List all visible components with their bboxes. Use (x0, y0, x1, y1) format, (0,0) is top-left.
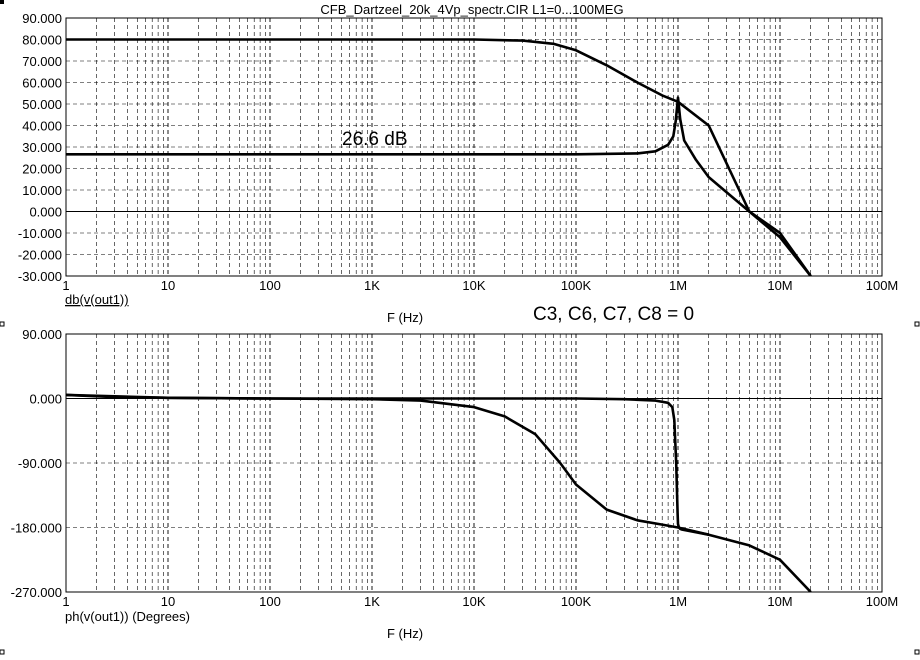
magnitude-x-tick-label: 10 (161, 278, 175, 293)
magnitude-annotation: 26.6 dB (342, 129, 408, 150)
phase-x-tick-label: 1 (62, 594, 69, 609)
magnitude-x-tick-label: 10K (462, 278, 485, 293)
magnitude-series (66, 38, 812, 276)
magnitude-ylabel: db(v(out1)) (65, 292, 129, 307)
phase-y-tick-label: 90.000 (22, 327, 62, 342)
magnitude-x-tick-label: 100K (561, 278, 592, 293)
magnitude-x-tick-label: 1M (669, 278, 687, 293)
phase-ylabel: ph(v(out1)) (Degrees) (65, 609, 190, 624)
magnitude-x-ticks: 1 10 100 1K 10K 100K 1M 10M 100M (62, 278, 898, 293)
magnitude-x-tick-label: 1K (364, 278, 380, 293)
magnitude-y-tick-label: 20.000 (22, 162, 62, 177)
phase-y-tick-label: -270.000 (11, 585, 62, 600)
magnitude-y-tick-label: 70.000 (22, 54, 62, 69)
magnitude-panel: 90.000 80.000 70.000 60.000 50.000 40.000 30.0… (18, 11, 898, 325)
phase-series-line-2 (66, 393, 709, 536)
phase-x-tick-label: 1M (669, 594, 687, 609)
magnitude-y-tick-label: -30.000 (18, 269, 62, 284)
selection-handle-mid-left[interactable] (0, 321, 5, 327)
selection-handle-top-left[interactable] (0, 0, 4, 4)
phase-x-tick-label: 100K (561, 594, 592, 609)
phase-series (66, 393, 812, 592)
magnitude-y-tick-label: 40.000 (22, 119, 62, 134)
magnitude-series-line-1 (66, 38, 812, 276)
phase-panel: 90.000 0.000 -90.000 -180.000 -270.000 1 10 10… (11, 327, 899, 641)
magnitude-x-tick-label: 100 (259, 278, 281, 293)
magnitude-y-tick-label: 60.000 (22, 76, 62, 91)
phase-xlabel: F (Hz) (387, 626, 423, 641)
phase-x-tick-label: 1K (364, 594, 380, 609)
magnitude-series-line-2 (66, 96, 812, 276)
magnitude-y-ticks: 90.000 80.000 70.000 60.000 50.000 40.000 30.0… (18, 11, 62, 284)
selection-handle-mid-right[interactable] (914, 321, 920, 327)
phase-x-ticks: 1 10 100 1K 10K 100K 1M 10M 100M (62, 594, 898, 609)
phase-y-tick-label: 0.000 (29, 392, 62, 407)
phase-frame (65, 333, 883, 593)
magnitude-y-tick-label: 50.000 (22, 97, 62, 112)
magnitude-y-tick-label: 10.000 (22, 183, 62, 198)
phase-y-tick-label: -180.000 (11, 521, 62, 536)
plot-title: CFB_Dartzeel_20k_4Vp_spectr.CIR L1=0...1… (320, 2, 623, 17)
selection-handle-bottom-right[interactable] (914, 649, 920, 655)
magnitude-y-tick-label: 30.000 (22, 140, 62, 155)
magnitude-x-tick-label: 100M (866, 278, 899, 293)
selection-handle-bottom-left[interactable] (0, 649, 5, 655)
phase-x-tick-label: 100M (866, 594, 899, 609)
phase-x-tick-label: 10K (462, 594, 485, 609)
phase-x-tick-label: 100 (259, 594, 281, 609)
phase-y-ticks: 90.000 0.000 -90.000 -180.000 -270.000 (11, 327, 62, 600)
phase-series-line-1 (66, 393, 812, 592)
magnitude-grid (66, 18, 882, 276)
magnitude-frame (65, 17, 883, 277)
magnitude-y-tick-label: 0.000 (29, 205, 62, 220)
magnitude-y-tick-label: -10.000 (18, 226, 62, 241)
phase-grid (66, 334, 882, 592)
phase-x-tick-label: 10 (161, 594, 175, 609)
magnitude-x-tick-label: 10M (767, 278, 792, 293)
condition-annotation: C3, C6, C7, C8 = 0 (533, 304, 694, 325)
magnitude-y-tick-label: -20.000 (18, 248, 62, 263)
magnitude-xlabel: F (Hz) (387, 310, 423, 325)
phase-x-tick-label: 10M (767, 594, 792, 609)
magnitude-y-tick-label: 80.000 (22, 33, 62, 48)
magnitude-x-tick-label: 1 (62, 278, 69, 293)
magnitude-y-tick-label: 90.000 (22, 11, 62, 26)
phase-y-tick-label: -90.000 (18, 456, 62, 471)
